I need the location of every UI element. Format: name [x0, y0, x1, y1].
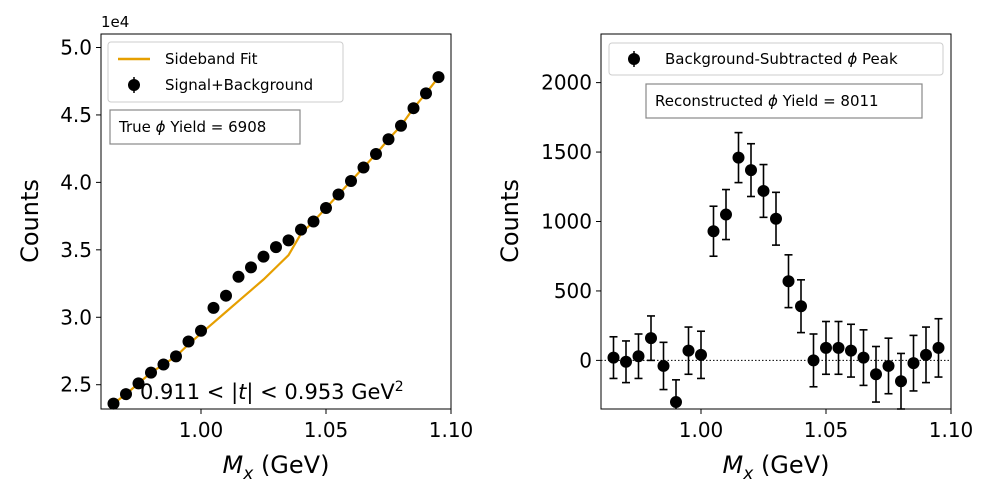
right-y-tick-label: 0: [579, 348, 592, 372]
left-data-point: [132, 377, 145, 390]
right-data-point: [720, 208, 732, 221]
left-data-point: [270, 241, 282, 254]
right-chart-panel: 1.00 1.05 1.10 0 500 1000 1500 2000 Background-…: [496, 33, 973, 484]
right-data-point: [932, 341, 945, 354]
left-data-point: [307, 215, 320, 228]
right-y-tick-label: 1500: [541, 140, 592, 164]
left-data-point: [282, 234, 295, 247]
right-data-point: [845, 344, 857, 357]
left-y-tick-label: 3.0: [60, 305, 92, 329]
right-x-axis-label: Mx (GeV): [723, 451, 830, 484]
right-data-point: [882, 359, 895, 372]
right-y-tick-label: 2000: [541, 71, 592, 95]
left-yield-text: True ϕ Yield = 6908: [118, 118, 266, 136]
left-data-point: [107, 397, 120, 410]
legend-fit-label: Sideband Fit: [165, 50, 258, 68]
left-data-point: [295, 223, 307, 236]
left-legend: Sideband Fit Signal+Background: [107, 41, 344, 103]
left-data-point: [182, 335, 195, 348]
right-data-point: [745, 164, 757, 177]
right-y-axis-label: Counts: [496, 179, 524, 263]
legend-peak-label: Background-Subtracted ϕ Peak: [665, 50, 898, 68]
right-data-point: [870, 368, 882, 381]
right-data-point: [670, 396, 682, 409]
left-data-point: [170, 350, 182, 363]
left-x-tick-label: 1.00: [179, 418, 224, 442]
left-data-point: [332, 188, 345, 201]
left-data-point: [220, 289, 232, 302]
left-x-tick-label: 1.10: [429, 418, 474, 442]
left-data-point: [207, 301, 220, 314]
right-yield-frame: [645, 83, 923, 119]
right-data-point: [645, 332, 657, 345]
left-y-tick-label: 4.5: [60, 103, 92, 127]
left-y-tick-label: 2.5: [60, 373, 92, 397]
right-y-tick-label: 1000: [541, 210, 592, 234]
right-points-group: [607, 131, 945, 410]
right-data-point: [757, 184, 770, 197]
right-data-point: [895, 375, 907, 388]
legend-peak-swatch-marker: [628, 53, 640, 65]
right-axis-ticks: 1.00 1.05 1.10 0 500 1000 1500 2000: [541, 71, 973, 442]
right-data-point: [770, 212, 782, 225]
left-data-point: [407, 102, 420, 115]
left-y-tick-label: 3.5: [60, 238, 92, 262]
left-data-point: [232, 270, 245, 283]
left-data-point: [157, 358, 170, 371]
right-legend-frame: [608, 42, 944, 76]
right-data-point: [857, 351, 870, 364]
right-data-point: [820, 341, 832, 354]
left-data-point: [420, 87, 432, 100]
left-data-point: [145, 366, 157, 379]
left-yield-frame: [109, 109, 301, 145]
left-y-tick-label: 5.0: [60, 35, 92, 59]
right-data-point: [682, 344, 695, 357]
right-data-point: [907, 357, 920, 370]
right-data-point: [620, 355, 632, 368]
left-chart-panel: 1.00 1.05 1.10 2.5 3.0 3.5 4.0 4.5 5.0 1e4 Sideb…: [16, 13, 473, 484]
left-data-point: [195, 324, 207, 337]
left-legend-frame: [107, 41, 344, 103]
right-x-tick-label: 1.05: [804, 418, 849, 442]
left-points-group: [107, 71, 445, 410]
left-data-point: [120, 388, 132, 401]
right-x-tick-label: 1.10: [929, 418, 974, 442]
t-range-annotation: 0.911 < |t| < 0.953 GeV2: [140, 379, 404, 405]
right-data-point: [732, 151, 745, 164]
left-data-point: [432, 71, 445, 84]
left-offset-text: 1e4: [101, 13, 129, 31]
right-data-point: [832, 341, 845, 354]
left-x-tick-label: 1.05: [304, 418, 349, 442]
right-data-point: [657, 359, 670, 372]
right-data-point: [607, 351, 620, 364]
left-data-point: [320, 202, 332, 215]
right-legend: Background-Subtracted ϕ Peak: [608, 42, 944, 76]
right-x-tick-label: 1.00: [679, 418, 724, 442]
right-data-point: [795, 300, 807, 313]
left-data-point: [345, 175, 357, 188]
legend-data-swatch-marker: [128, 79, 140, 91]
right-data-point: [782, 275, 795, 288]
left-axis-ticks: 1.00 1.05 1.10 2.5 3.0 3.5 4.0 4.5 5.0: [60, 35, 473, 442]
left-data-point: [357, 161, 370, 174]
right-yield-box: Reconstructed ϕ Yield = 8011: [645, 83, 923, 119]
left-y-tick-label: 4.0: [60, 170, 92, 194]
right-yield-text: Reconstructed ϕ Yield = 8011: [655, 92, 879, 110]
left-y-axis-label: Counts: [16, 179, 44, 263]
right-data-point: [807, 354, 820, 367]
left-data-point: [370, 148, 382, 161]
left-data-point: [257, 250, 270, 263]
right-data-point: [632, 350, 645, 363]
right-data-point: [920, 348, 932, 361]
right-y-tick-label: 500: [554, 279, 592, 303]
right-data-point: [707, 225, 720, 238]
left-data-point: [245, 261, 257, 274]
left-x-axis-label: Mx (GeV): [223, 451, 330, 484]
left-data-point: [382, 133, 395, 146]
right-data-point: [695, 348, 707, 361]
left-yield-box: True ϕ Yield = 6908: [109, 109, 301, 145]
legend-data-label: Signal+Background: [165, 76, 313, 94]
left-data-point: [395, 119, 407, 132]
